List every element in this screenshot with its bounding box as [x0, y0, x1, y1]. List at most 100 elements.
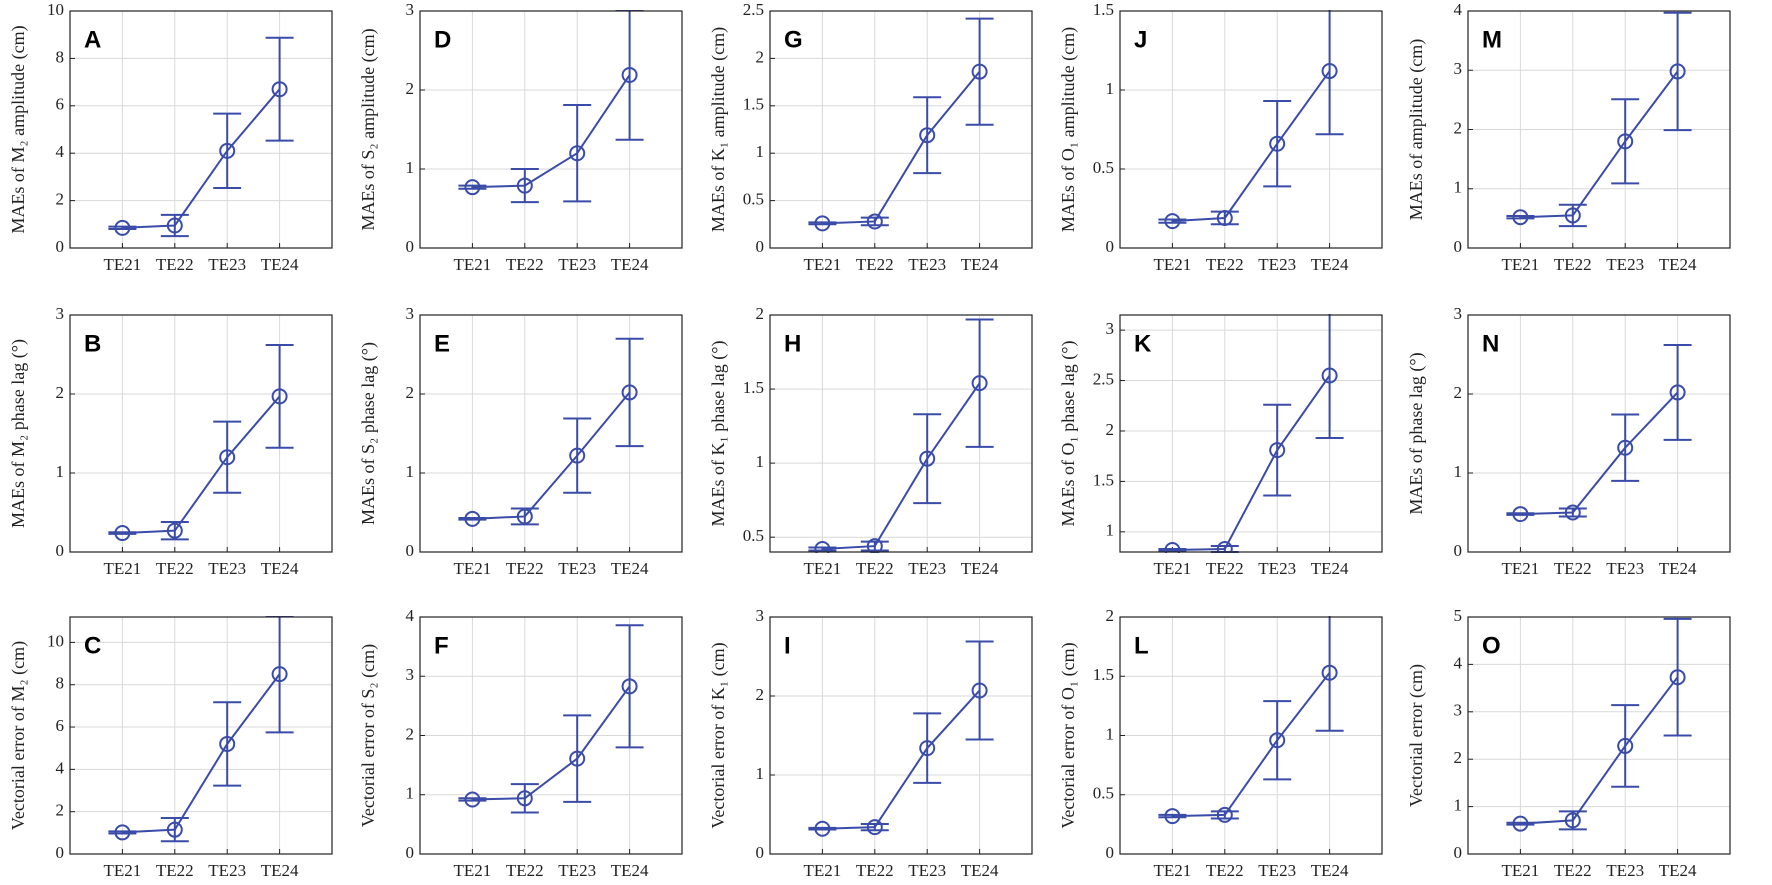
axes-frame	[69, 616, 333, 855]
line	[472, 391, 631, 520]
plot-area	[808, 318, 994, 553]
x-tick-label: TE22	[1206, 559, 1244, 578]
plot-area	[1158, 10, 1344, 230]
y-tick-label: 1	[756, 764, 765, 783]
x-tick-label: TE22	[1554, 861, 1592, 880]
plot-area	[458, 10, 644, 204]
y-tick-label: 4	[1454, 653, 1463, 672]
plot-area	[1506, 344, 1692, 523]
y-tick-label: 1	[1454, 796, 1463, 815]
axes-frame	[769, 616, 1033, 855]
y-tick-label: 0	[1454, 237, 1463, 256]
line	[122, 673, 281, 834]
marker	[1216, 540, 1233, 553]
axes-background	[70, 315, 332, 552]
panel-label: G	[784, 26, 803, 53]
x-tick-label: TE21	[1502, 559, 1540, 578]
subplot: 0 1 2 3 4 TE21 TE22 TE23 TE24 M MAEs of amplitude …	[1406, 0, 1731, 274]
marker	[114, 219, 131, 236]
axes-frame	[69, 10, 333, 249]
y-tick-label: 1.5	[743, 378, 764, 397]
marker	[569, 145, 586, 162]
y-tick-label: 4	[56, 142, 65, 161]
x-tick-label: TE23	[1606, 861, 1644, 880]
marker	[114, 525, 131, 542]
subplot: 0 1 2 3 TE21 TE22 TE23 TE24 I Vectorial error of …	[708, 606, 1033, 880]
y-tick-label: 2	[1106, 606, 1115, 625]
line	[1172, 374, 1331, 551]
y-tick-label: 3	[1454, 304, 1463, 323]
x-tick-label: TE23	[208, 255, 246, 274]
subplot: 0 1 2 3 TE21 TE22 TE23 TE24 B MAEs of M₂ phase la…	[8, 304, 333, 578]
y-tick-label: 1	[1454, 462, 1463, 481]
x-tick-label: TE22	[856, 255, 894, 274]
x-tick-label: TE23	[1258, 255, 1296, 274]
x-tick-label: TE21	[454, 559, 492, 578]
y-tick-label: 3	[56, 304, 65, 323]
marker	[516, 508, 533, 525]
x-tick-label: TE24	[611, 255, 649, 274]
x-tick-label: TE21	[804, 255, 842, 274]
x-tick-label: TE24	[611, 559, 649, 578]
y-tick-label: 1	[406, 158, 415, 177]
y-tick-label: 0	[1454, 541, 1463, 560]
line	[1520, 70, 1679, 219]
marker	[1164, 808, 1181, 825]
panel-label: L	[1134, 632, 1149, 659]
panel-label: E	[434, 330, 450, 357]
y-tick-label: 0.5	[1093, 158, 1114, 177]
marker	[1321, 367, 1338, 384]
x-tick-label: TE24	[261, 255, 299, 274]
marker	[516, 177, 533, 194]
y-tick-label: 4	[1454, 0, 1463, 19]
y-tick-label: 3	[406, 304, 415, 323]
x-tick-label: TE21	[1502, 255, 1540, 274]
y-axis-label: MAEs of M₂ amplitude (cm)	[8, 25, 29, 233]
panel-label: B	[84, 330, 101, 357]
y-tick-label: 10	[47, 0, 64, 19]
y-tick-label: 6	[56, 95, 65, 114]
panel-label: C	[84, 632, 101, 659]
marker	[1617, 133, 1634, 150]
marker	[971, 682, 988, 699]
plot-area	[458, 624, 644, 814]
marker	[814, 541, 831, 553]
y-tick-label: 0	[56, 237, 65, 256]
marker	[271, 388, 288, 405]
x-tick-label: TE23	[1606, 559, 1644, 578]
subplot: 0.5 1 1.5 2 TE21 TE22 TE23 TE24 H MAEs of K₁ phas…	[708, 304, 1033, 578]
y-tick-label: 3	[1106, 319, 1115, 338]
panel-label: O	[1482, 632, 1501, 659]
marker	[1564, 504, 1581, 521]
y-tick-label: 1	[56, 462, 65, 481]
marker	[219, 142, 236, 159]
y-tick-label: 0	[1106, 237, 1115, 256]
x-tick-label: TE21	[1154, 861, 1192, 880]
marker	[919, 740, 936, 757]
marker	[271, 81, 288, 98]
plot-area	[108, 36, 294, 238]
panel-label: N	[1482, 330, 1499, 357]
plot-area	[1506, 11, 1692, 228]
y-tick-label: 2	[1454, 383, 1463, 402]
x-tick-label: TE22	[1554, 559, 1592, 578]
marker	[814, 820, 831, 837]
marker	[1216, 806, 1233, 823]
y-tick-label: 0.5	[743, 190, 764, 209]
line	[822, 382, 981, 551]
x-tick-label: TE23	[1606, 255, 1644, 274]
marker	[866, 213, 883, 230]
x-tick-label: TE23	[558, 559, 596, 578]
y-tick-label: 0.5	[1093, 784, 1114, 803]
y-tick-label: 1	[1106, 724, 1115, 743]
marker	[166, 217, 183, 234]
x-tick-label: TE22	[1206, 255, 1244, 274]
x-tick-label: TE23	[1258, 861, 1296, 880]
marker	[1164, 213, 1181, 230]
x-tick-label: TE24	[961, 255, 999, 274]
line	[1520, 676, 1679, 825]
marker	[866, 538, 883, 553]
y-tick-label: 2	[756, 47, 765, 66]
axes-background	[420, 11, 682, 248]
